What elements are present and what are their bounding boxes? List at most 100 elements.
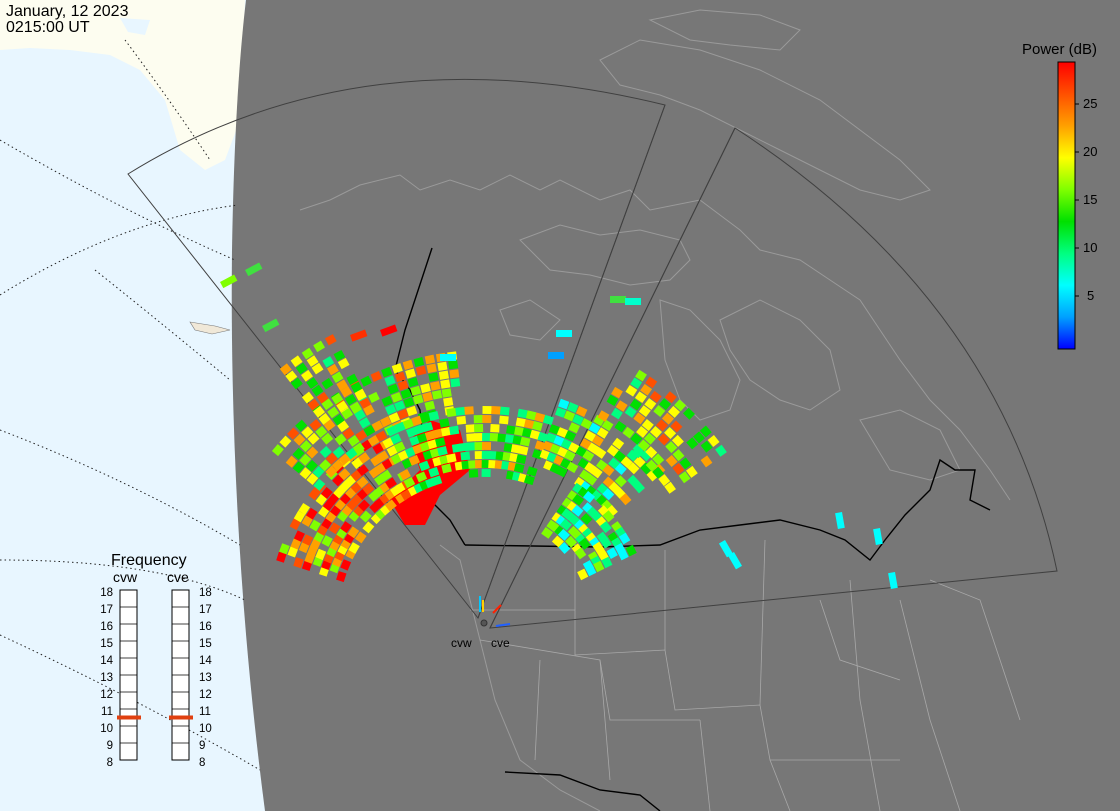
echo-cell (727, 552, 742, 570)
frequency-scale-right: 18 17 16 15 14 13 12 11 10 9 8 (199, 587, 212, 769)
echo-cell (322, 356, 335, 368)
echo-cell (601, 419, 614, 432)
echo-cell (633, 455, 646, 468)
echo-cell (393, 441, 406, 453)
echo-cell (617, 548, 629, 561)
freq-tick: 8 (107, 757, 113, 769)
freq-tick: 18 (199, 587, 212, 599)
echo-cell (424, 430, 436, 441)
echo-cell (620, 456, 633, 469)
echo-cell (338, 453, 351, 466)
echo-cell (460, 451, 471, 461)
echo-cell (407, 377, 419, 388)
echo-cell (602, 488, 615, 501)
day-land-peninsula (189, 321, 231, 335)
echo-cell (464, 406, 474, 415)
echo-cell (700, 455, 713, 468)
echo-cell (513, 463, 525, 473)
echo-cell (451, 443, 462, 453)
echo-cell (350, 329, 368, 342)
echo-cell (443, 397, 454, 407)
echo-cell (499, 406, 510, 416)
echo-cell (558, 541, 571, 555)
echo-cell (548, 352, 564, 359)
freq-tick: 16 (199, 621, 212, 633)
echo-cell (298, 502, 310, 515)
echo-cell (468, 469, 479, 478)
echo-cell (416, 432, 428, 444)
echo-cell (503, 443, 514, 453)
echo-cell (584, 430, 597, 442)
echo-cell (497, 433, 508, 443)
echo-cell (449, 425, 460, 435)
power-colorbar: Power (dB) 25 20 15 10 5 (1022, 41, 1097, 350)
freq-tick: 13 (199, 672, 212, 684)
echo-cell (357, 499, 371, 512)
echo-cell (574, 547, 587, 560)
freq-tick: 17 (100, 604, 113, 616)
echo-cell (437, 446, 448, 456)
colorbar-tick-label: 15 (1083, 192, 1097, 207)
echo-cell (347, 435, 360, 447)
echo-cell (336, 400, 349, 413)
freq-tick: 10 (100, 723, 113, 735)
echo-cell (321, 535, 333, 547)
echo-cell (465, 424, 476, 433)
echo-cell (643, 432, 656, 445)
echo-cell (354, 389, 367, 401)
echo-cell (517, 408, 528, 419)
echo-cell (440, 379, 451, 389)
echo-cell (411, 415, 423, 427)
echo-cell (337, 357, 350, 370)
echo-cell (431, 389, 443, 400)
echo-cell (321, 398, 334, 411)
echo-cell (315, 548, 327, 561)
echo-cell (679, 457, 692, 470)
echo-cell (580, 418, 593, 430)
echo-cell (293, 433, 306, 446)
freq-tick: 18 (100, 587, 113, 599)
echo-cell (306, 472, 319, 486)
echo-cell (482, 405, 492, 415)
echo-cell (490, 424, 500, 433)
echo-cell (466, 433, 476, 442)
echo-cell (346, 373, 359, 385)
echo-cell (657, 433, 670, 446)
echo-cell (424, 400, 436, 411)
echo-cell (585, 564, 597, 577)
echo-cell (640, 383, 653, 396)
echo-cell (602, 510, 615, 523)
echo-cell (358, 452, 371, 464)
echo-cell (610, 296, 626, 303)
echo-cell (402, 359, 414, 371)
echo-cell (394, 400, 406, 412)
echo-cell (437, 361, 448, 371)
echo-cell (293, 557, 304, 569)
echo-cell (674, 399, 687, 412)
fov-cvw (127, 78, 666, 620)
echo-cell (324, 334, 337, 346)
echo-cell (403, 397, 415, 408)
echo-cell (271, 444, 284, 457)
echo-cell (424, 354, 436, 365)
day-land-bering-island (120, 18, 150, 35)
echo-cell (311, 384, 324, 397)
freq-tick: 12 (199, 689, 212, 701)
echo-cell (359, 397, 371, 409)
echo-cell (564, 450, 576, 462)
echo-cell (556, 427, 569, 438)
echo-cell (600, 536, 612, 549)
echo-cell (532, 421, 543, 432)
freq-tick: 16 (100, 621, 113, 633)
echo-cell (403, 476, 416, 489)
echo-cell (602, 464, 615, 477)
echo-cell (466, 442, 477, 451)
echo-cell (517, 445, 529, 456)
echo-cell (413, 357, 425, 367)
echo-cell (390, 392, 403, 403)
echo-cell (375, 430, 388, 442)
freq-tick: 15 (100, 638, 113, 650)
echo-cell (682, 407, 696, 420)
echo-cell (582, 450, 595, 462)
echo-cell (313, 340, 326, 353)
